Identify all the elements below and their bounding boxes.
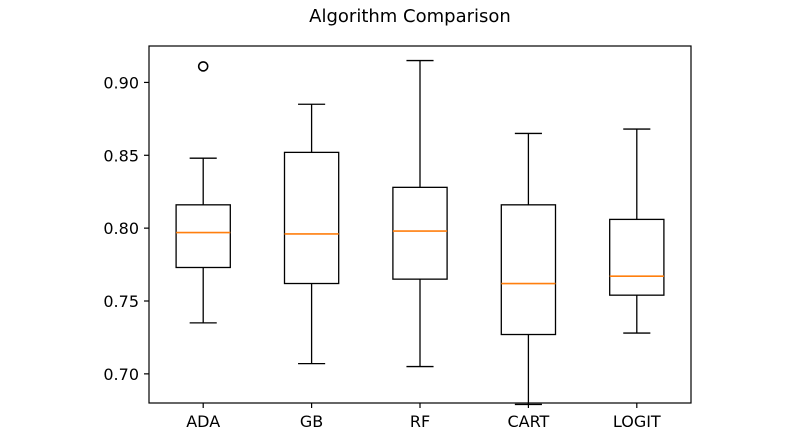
boxes-group	[175, 59, 665, 406]
y-tick-label: 0.80	[103, 219, 139, 238]
box-cart	[500, 132, 557, 406]
box-gb	[283, 103, 340, 365]
y-axis: 0.70 0.75 0.80 0.85 0.90	[103, 73, 149, 384]
box-rf	[392, 59, 448, 368]
box-ada	[175, 61, 231, 324]
iqr-box	[392, 186, 448, 280]
y-tick-label: 0.85	[103, 146, 139, 165]
y-tick-label: 0.75	[103, 292, 139, 311]
x-tick-label: ADA	[186, 412, 220, 431]
box-logit	[609, 128, 665, 334]
iqr-box	[175, 204, 231, 269]
x-tick-label: GB	[300, 412, 323, 431]
outlier-point	[197, 61, 209, 72]
y-tick-label: 0.90	[103, 73, 139, 92]
iqr-box	[609, 218, 665, 296]
iqr-box	[283, 151, 340, 285]
chart-title: Algorithm Comparison	[309, 6, 511, 27]
x-tick-label: RF	[410, 412, 430, 431]
x-tick-label: CART	[507, 412, 549, 431]
x-axis: ADA GB RF CART LOGIT	[186, 403, 661, 431]
y-tick-label: 0.70	[103, 365, 139, 384]
x-tick-label: LOGIT	[613, 412, 661, 431]
iqr-box	[500, 204, 557, 336]
